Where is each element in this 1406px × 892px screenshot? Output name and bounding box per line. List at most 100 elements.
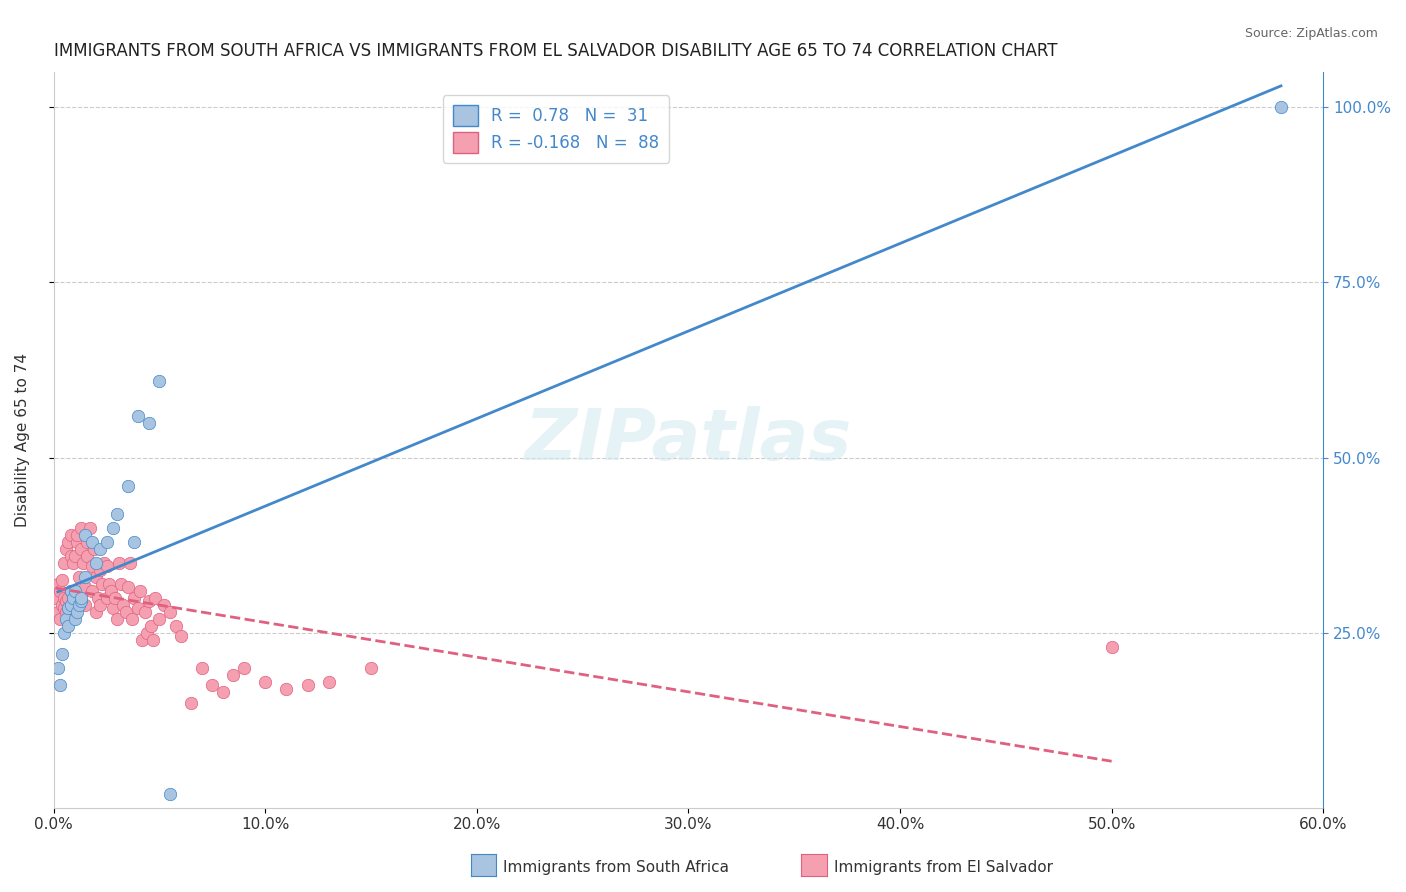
Point — [55, 612, 77, 626]
Point — [46, 660, 69, 674]
Point — [59, 598, 82, 612]
Point — [112, 598, 135, 612]
Text: IMMIGRANTS FROM SOUTH AFRICA VS IMMIGRANTS FROM EL SALVADOR DISABILITY AGE 65 TO: IMMIGRANTS FROM SOUTH AFRICA VS IMMIGRAN… — [53, 42, 1057, 60]
Point — [67, 598, 90, 612]
Point — [96, 559, 118, 574]
Point — [121, 612, 143, 626]
Point — [138, 594, 160, 608]
Point — [58, 618, 80, 632]
Point — [100, 583, 122, 598]
Point — [58, 591, 80, 605]
Point — [89, 563, 111, 577]
Point — [63, 583, 86, 598]
Point — [66, 605, 89, 619]
Text: Source: ZipAtlas.com: Source: ZipAtlas.com — [1244, 27, 1378, 40]
Point — [254, 674, 277, 689]
Point — [51, 573, 73, 587]
Point — [190, 660, 212, 674]
Point — [62, 556, 84, 570]
Point — [318, 674, 340, 689]
Point — [118, 556, 141, 570]
Point — [297, 678, 319, 692]
Point — [84, 569, 107, 583]
Point — [93, 556, 115, 570]
Point — [79, 520, 101, 534]
Text: Immigrants from South Africa: Immigrants from South Africa — [503, 860, 730, 874]
Point — [110, 576, 132, 591]
Point — [58, 601, 80, 615]
Text: Immigrants from El Salvador: Immigrants from El Salvador — [834, 860, 1053, 874]
Point — [63, 583, 86, 598]
Point — [135, 625, 157, 640]
Point — [53, 601, 76, 615]
Point — [58, 534, 80, 549]
Point — [45, 591, 67, 605]
Point — [1270, 100, 1292, 114]
Point — [97, 576, 120, 591]
Point — [75, 598, 97, 612]
Point — [127, 409, 149, 423]
Point — [49, 678, 72, 692]
Point — [129, 583, 152, 598]
Point — [1101, 640, 1123, 654]
Point — [70, 591, 93, 605]
Point — [96, 534, 118, 549]
Point — [72, 583, 94, 598]
Point — [159, 605, 181, 619]
Point — [91, 576, 114, 591]
Point — [142, 632, 165, 647]
Point — [101, 601, 124, 615]
Point — [180, 696, 202, 710]
Point — [101, 520, 124, 534]
Point — [201, 678, 224, 692]
Point — [222, 667, 245, 681]
Point — [233, 660, 256, 674]
Point — [49, 612, 72, 626]
Point — [76, 534, 98, 549]
Point — [360, 660, 382, 674]
Point — [89, 541, 111, 556]
Point — [114, 605, 136, 619]
Point — [55, 605, 77, 619]
Point — [62, 591, 84, 605]
Point — [143, 591, 166, 605]
Point — [72, 556, 94, 570]
Point — [70, 541, 93, 556]
Point — [87, 591, 110, 605]
Point — [169, 629, 191, 643]
Point — [63, 549, 86, 563]
Point — [46, 605, 69, 619]
Point — [53, 591, 76, 605]
Point — [51, 647, 73, 661]
Point — [80, 559, 103, 574]
Point — [49, 583, 72, 598]
Point — [46, 576, 69, 591]
Point — [75, 527, 97, 541]
Point — [55, 594, 77, 608]
Point — [84, 605, 107, 619]
Point — [139, 618, 162, 632]
Y-axis label: Disability Age 65 to 74: Disability Age 65 to 74 — [15, 353, 30, 527]
Point — [67, 594, 90, 608]
Point — [67, 569, 90, 583]
Point — [76, 549, 98, 563]
Point — [51, 598, 73, 612]
Point — [148, 374, 170, 388]
Point — [70, 520, 93, 534]
Point — [105, 612, 128, 626]
Point — [75, 580, 97, 594]
Point — [122, 591, 145, 605]
Point — [105, 507, 128, 521]
Point — [122, 534, 145, 549]
Point — [80, 583, 103, 598]
Point — [53, 625, 76, 640]
Point — [59, 583, 82, 598]
Point — [104, 591, 127, 605]
Point — [58, 601, 80, 615]
Point — [63, 605, 86, 619]
Point — [70, 594, 93, 608]
Point — [138, 416, 160, 430]
Point — [55, 541, 77, 556]
Point — [63, 612, 86, 626]
Legend: R =  0.78   N =  31, R = -0.168   N =  88: R = 0.78 N = 31, R = -0.168 N = 88 — [443, 95, 669, 163]
